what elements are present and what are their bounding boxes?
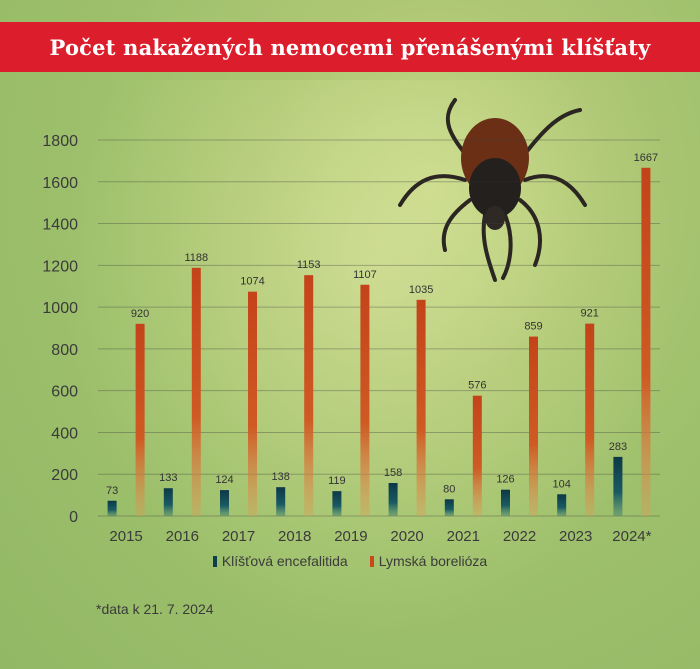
legend-item-borelioza: Lymská borelióza (369, 553, 488, 569)
data-label-encefalitida-2016: 133 (159, 472, 177, 484)
y-tick-label-1400: 1400 (42, 217, 78, 234)
y-tick-label-1000: 1000 (42, 300, 78, 317)
y-axis: 0 200 400 600 800 1000 1200 1400 1600 1800 (42, 133, 78, 526)
legend: Klíšťová encefalitida Lymská borelióza (0, 553, 700, 569)
x-tick-label-2018: 2018 (278, 528, 311, 545)
bar-encefalitida-2021 (444, 499, 454, 516)
x-tick-label-2024*: 2024* (612, 528, 651, 545)
title-bar: Počet nakažených nemocemi přenášenými kl… (0, 22, 700, 72)
bar-encefalitida-2015 (107, 500, 117, 516)
data-label-encefalitida-2022: 126 (496, 474, 514, 486)
data-label-encefalitida-2021: 80 (443, 483, 455, 495)
bar-encefalitida-2023 (557, 494, 567, 516)
bar-borelioza-2015 (135, 323, 145, 516)
data-label-borelioza-2021: 576 (468, 380, 486, 392)
footnote: *data k 21. 7. 2024 (96, 601, 214, 617)
bar-encefalitida-2022 (501, 489, 510, 516)
bar-borelioza-2022 (529, 336, 538, 516)
x-tick-label-2015: 2015 (109, 528, 142, 545)
data-label-borelioza-2018: 1153 (297, 259, 321, 271)
legend-item-encefalitida: Klíšťová encefalitida (212, 553, 348, 569)
bar-borelioza-2021 (472, 395, 482, 516)
x-tick-label-2016: 2016 (166, 528, 199, 545)
bar-borelioza-2020 (416, 299, 426, 516)
data-label-borelioza-2022: 859 (524, 321, 542, 333)
data-label-encefalitida-2023: 104 (553, 478, 571, 490)
data-label-encefalitida-2015: 73 (106, 485, 118, 497)
y-tick-label-1200: 1200 (42, 258, 78, 275)
bars: 73 920 133 1188 124 1074 138 1153 119 1107 158 1035… (106, 152, 658, 516)
y-tick-label-800: 800 (51, 342, 78, 359)
x-tick-label-2023: 2023 (559, 528, 592, 545)
y-tick-label-0: 0 (69, 509, 78, 526)
data-label-borelioza-2015: 920 (131, 308, 149, 320)
x-tick-label-2020: 2020 (390, 528, 423, 545)
tick-illustration (398, 98, 587, 282)
data-label-borelioza-2020: 1035 (409, 284, 433, 296)
data-label-borelioza-2017: 1074 (240, 276, 264, 288)
data-label-encefalitida-2020: 158 (384, 467, 402, 479)
data-label-encefalitida-2024*: 283 (609, 441, 627, 453)
x-tick-label-2017: 2017 (222, 528, 255, 545)
data-label-encefalitida-2017: 124 (215, 474, 233, 486)
bar-borelioza-2017 (248, 291, 257, 516)
bar-borelioza-2016 (191, 267, 201, 516)
x-tick-label-2019: 2019 (334, 528, 367, 545)
chart-title: Počet nakažených nemocemi přenášenými kl… (49, 34, 651, 60)
y-tick-label-200: 200 (51, 467, 78, 484)
bar-encefalitida-2020 (388, 482, 398, 516)
data-label-borelioza-2019: 1107 (353, 269, 377, 281)
bar-borelioza-2018 (304, 275, 314, 516)
bar-encefalitida-2024* (613, 456, 623, 516)
data-label-encefalitida-2018: 138 (272, 471, 290, 483)
data-label-borelioza-2024*: 1667 (634, 152, 658, 164)
data-label-borelioza-2023: 921 (581, 308, 599, 320)
bar-encefalitida-2017 (220, 490, 229, 516)
x-tick-label-2021: 2021 (447, 528, 480, 545)
bar-encefalitida-2016 (163, 488, 173, 516)
y-tick-label-400: 400 (51, 425, 78, 442)
bar-encefalitida-2019 (332, 491, 342, 516)
y-tick-label-1800: 1800 (42, 133, 78, 150)
legend-label-encefalitida: Klíšťová encefalitida (221, 553, 348, 569)
bar-borelioza-2023 (585, 323, 595, 516)
x-axis: 2015 2016 2017 2018 2019 2020 2021 2022 2023 2024… (109, 528, 651, 545)
y-tick-label-1600: 1600 (42, 175, 78, 192)
legend-swatch-encefalitida (212, 555, 217, 567)
bar-encefalitida-2018 (276, 487, 286, 516)
x-tick-label-2022: 2022 (503, 528, 536, 545)
legend-label-borelioza: Lymská borelióza (378, 553, 488, 569)
y-tick-label-600: 600 (51, 384, 78, 401)
grid-lines (98, 139, 660, 517)
data-label-borelioza-2016: 1188 (184, 252, 208, 264)
legend-swatch-borelioza (369, 555, 374, 567)
data-label-encefalitida-2019: 119 (328, 475, 346, 487)
bar-borelioza-2019 (360, 284, 370, 516)
bar-borelioza-2024* (641, 167, 651, 516)
